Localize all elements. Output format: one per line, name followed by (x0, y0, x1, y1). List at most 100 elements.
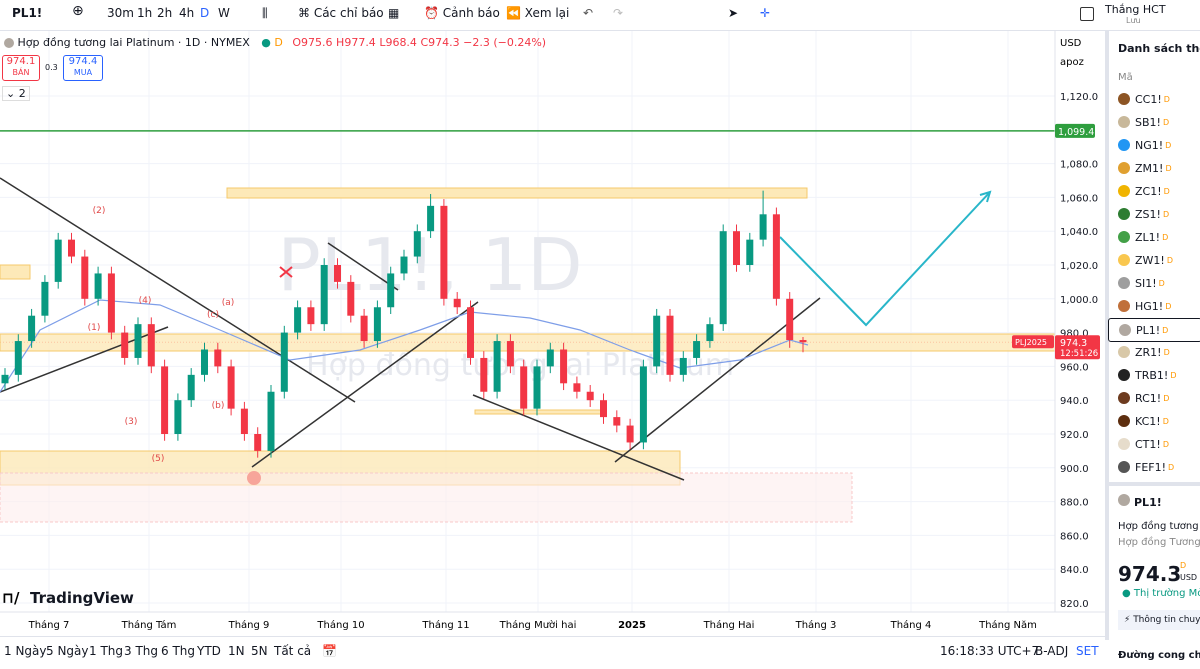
x-tick-label: Tháng 3 (795, 619, 837, 631)
watchlist-row[interactable]: FEF1! D (1108, 456, 1200, 478)
zone (0, 472, 853, 523)
interval[interactable]: 30m (107, 6, 134, 20)
symbol-icon (1118, 254, 1130, 266)
undo[interactable]: ↶ (583, 6, 594, 20)
sell-button[interactable]: 974.1 BÁN (2, 55, 40, 81)
alert[interactable]: ⏰ Cảnh báo (424, 6, 500, 20)
watchlist-badge: D (1168, 462, 1175, 472)
toolbar (0, 0, 1200, 31)
candle-body (440, 205, 448, 299)
y-tick-label: 1,000.0 (1060, 295, 1098, 306)
range-button[interactable]: Tất cả (274, 644, 312, 658)
scale-mode: apoz (1060, 57, 1084, 68)
candle-body (639, 366, 647, 443)
watchlist-row[interactable]: ZC1! D (1108, 180, 1200, 202)
symbol-icon (1118, 415, 1130, 427)
interval[interactable]: D (200, 6, 210, 20)
adjustment[interactable]: B-ADJ (1035, 644, 1069, 658)
range-button[interactable]: YTD (197, 644, 221, 658)
layouts-icon[interactable]: ▦ (388, 6, 400, 20)
watchlist-row[interactable]: ZL1! D (1108, 226, 1200, 248)
watchlist-row[interactable]: TRB1! D (1108, 364, 1200, 386)
y-tick-label: 1,020.0 (1060, 261, 1098, 272)
range-button[interactable]: 5N (251, 644, 268, 658)
sell-price: 974.1 (6, 56, 36, 67)
date-range-icon[interactable]: 📅 (322, 644, 337, 658)
cursor-tool[interactable]: ➤ (728, 6, 739, 20)
watchlist-badge: D (1166, 255, 1173, 265)
watchlist-row[interactable]: RC1! D (1108, 387, 1200, 409)
symbol-icon (1119, 324, 1131, 336)
interval[interactable]: 1h (137, 6, 153, 20)
y-tick-label: 1,080.0 (1060, 160, 1098, 171)
detail-info[interactable]: ⚡ Thông tin chuy (1118, 610, 1200, 630)
candle-body (54, 239, 62, 282)
watchlist-row[interactable]: NG1! D (1108, 134, 1200, 156)
watchlist-row[interactable]: ZM1! D (1108, 157, 1200, 179)
symbol-icon (1118, 162, 1130, 174)
watchlist-row[interactable]: CT1! D (1108, 433, 1200, 455)
save[interactable]: Lưu (1126, 16, 1141, 25)
candle-body (373, 307, 381, 342)
wave-label: (a) (222, 298, 235, 308)
add-symbol[interactable]: ⊕ (72, 3, 84, 19)
range-button[interactable]: 1 Ngày (4, 644, 47, 658)
indicator-count[interactable]: ⌄ 2 (2, 86, 30, 101)
detail-status: ● Thị trường Mở (1122, 588, 1200, 599)
candle-body (134, 324, 142, 358)
y-tick-label: 1,060.0 (1060, 193, 1098, 204)
watchlist-column: Mã (1118, 72, 1133, 83)
countdown: 12:51:26 (1060, 349, 1098, 359)
range-button[interactable]: 1 Thg (89, 644, 124, 658)
detail-curve: Đường cong chuy (1118, 650, 1200, 661)
interval[interactable]: W (218, 6, 230, 20)
crosshair-tool[interactable]: ✛ (760, 6, 771, 20)
watchlist-row[interactable]: PL1! D (1108, 318, 1200, 342)
zone (0, 333, 1056, 352)
interval[interactable]: 4h (179, 6, 195, 20)
watchlist-row[interactable]: ZR1! D (1108, 341, 1200, 363)
chart-type-icon[interactable]: ⫼ (262, 6, 268, 20)
symbol[interactable]: PL1! (12, 6, 43, 20)
symbol-icon (1118, 438, 1130, 450)
watchlist-row[interactable]: SB1! D (1108, 111, 1200, 133)
x-tick-label: Tháng 4 (890, 619, 932, 631)
watchlist-row[interactable]: HG1! D (1108, 295, 1200, 317)
candle-body (240, 408, 248, 434)
wave-label: (1) (88, 323, 101, 333)
candle-body (600, 400, 607, 418)
range-button[interactable]: 5 Ngày (46, 644, 89, 658)
watchlist-badge: D (1163, 347, 1170, 357)
watchlist-row[interactable]: SI1! D (1108, 272, 1200, 294)
logo: TradingView (30, 589, 134, 607)
trend-line (251, 301, 479, 468)
trend-line (472, 394, 685, 481)
candles: (2) (4) (1) (3) (5) (a) (b) (c) (1, 190, 807, 464)
legend-high: H977.4 (336, 36, 376, 49)
candle-body (786, 298, 794, 341)
watchlist-row[interactable]: KC1! D (1108, 410, 1200, 432)
watchlist-row[interactable]: CC1! D (1108, 88, 1200, 110)
watchlist-row[interactable]: ZW1! D (1108, 249, 1200, 271)
projection-arrow (779, 191, 991, 327)
checkbox[interactable] (1080, 7, 1094, 21)
legend-title: Hợp đồng tương lai Platinum · 1D · NYMEX (17, 36, 250, 49)
side-panel (1105, 30, 1200, 640)
replay[interactable]: ⏪ Xem lại (506, 6, 570, 20)
range-button[interactable]: 1N (228, 644, 245, 658)
candle-body (746, 239, 754, 265)
zone (226, 187, 808, 199)
y-tick-label: 1,120.0 (1060, 92, 1098, 103)
indicators[interactable]: ⌘ Các chỉ báo (298, 6, 384, 20)
candle-body (586, 391, 594, 401)
settlement[interactable]: SET (1076, 644, 1099, 658)
range-button[interactable]: 6 Thg (161, 644, 196, 658)
interval[interactable]: 2h (157, 6, 173, 20)
buy-button[interactable]: 974.4 MUA (63, 55, 103, 81)
candle-body (759, 214, 767, 240)
watchlist-row[interactable]: ZS1! D (1108, 203, 1200, 225)
redo: ↷ (613, 6, 624, 20)
watchlist-symbol: ZS1! (1135, 207, 1161, 221)
range-button[interactable]: 3 Thg (124, 644, 159, 658)
user[interactable]: Thắng HCT (1105, 3, 1166, 16)
